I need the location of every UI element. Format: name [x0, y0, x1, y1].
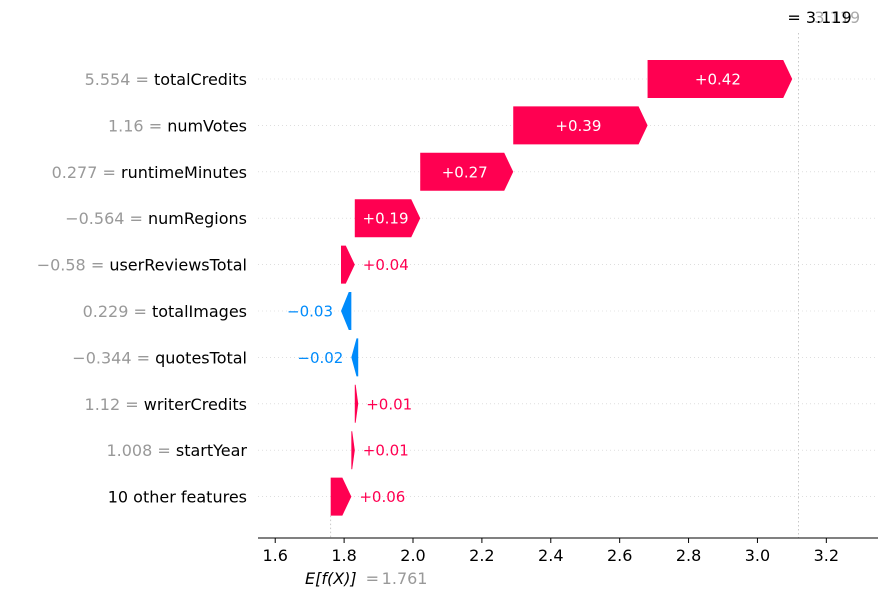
feature-label: 0.229 = totalImages: [83, 302, 247, 321]
feature-label: 1.008 = startYear: [106, 441, 247, 460]
feature-label: 1.12 = writerCredits: [85, 395, 247, 414]
x-tick-label: 1.6: [262, 546, 287, 565]
feature-label: −0.344 = quotesTotal: [72, 348, 247, 367]
shap-bar: [647, 60, 793, 98]
x-tick-label: 3.0: [745, 546, 770, 565]
feature-value: 1.12: [85, 395, 121, 414]
feature-value: −0.58: [37, 256, 86, 275]
feature-value: −0.564: [65, 209, 124, 228]
equals-sign: =: [144, 116, 168, 135]
x-tick-label: 2.6: [607, 546, 632, 565]
feature-name: totalImages: [152, 302, 247, 321]
equals-sign: =: [97, 163, 121, 182]
feature-name: startYear: [176, 441, 248, 460]
bar-value-label: +0.39: [555, 117, 601, 135]
shap-bar: [330, 477, 352, 516]
feature-label: 10 other features: [108, 488, 247, 507]
bar-value-label: +0.01: [366, 395, 412, 413]
feature-label: −0.58 = userReviewsTotal: [37, 256, 247, 275]
shap-bar: [513, 106, 648, 145]
output-value-label: = 3.119: [787, 8, 851, 27]
feature-label: 1.16 = numVotes: [108, 116, 247, 135]
bar-value-label: +0.42: [695, 71, 741, 89]
x-tick-label: 2.8: [676, 546, 701, 565]
feature-name: userReviewsTotal: [109, 256, 247, 275]
feature-value: 0.229: [83, 302, 129, 321]
feature-name: totalCredits: [154, 70, 247, 89]
feature-label: 5.554 = totalCredits: [85, 70, 247, 89]
base-value-equals: =: [366, 569, 379, 588]
bar-value-label: +0.04: [363, 256, 409, 274]
feature-label: 0.277 = runtimeMinutes: [52, 163, 247, 182]
x-tick-label: 2.2: [469, 546, 494, 565]
bar-value-label: +0.06: [359, 488, 405, 506]
bar-value-label: −0.02: [297, 349, 343, 367]
bar-value-label: −0.03: [287, 303, 333, 321]
bar-value-label: +0.01: [363, 442, 409, 460]
equals-sign: =: [130, 70, 154, 89]
x-tick-label: 2.4: [538, 546, 563, 565]
shap-bar: [351, 431, 355, 470]
equals-sign: =: [86, 256, 110, 275]
feature-value: 1.16: [108, 116, 144, 135]
output-value-ghost: 3.119: [814, 8, 860, 27]
base-value-number: 1.761: [382, 569, 428, 588]
shap-bar: [420, 152, 514, 191]
equals-sign: =: [124, 209, 148, 228]
shap-bar: [341, 245, 355, 284]
shap-bar: [354, 384, 359, 423]
x-tick-label: 3.2: [814, 546, 839, 565]
feature-name: writerCredits: [144, 395, 247, 414]
feature-name: 10 other features: [108, 488, 247, 507]
base-value-name: E[f(X)]: [305, 569, 357, 588]
shap-bar: [354, 199, 421, 238]
feature-name: numVotes: [167, 116, 247, 135]
feature-name: runtimeMinutes: [121, 163, 247, 182]
shap-bar: [351, 338, 359, 377]
feature-value: 0.277: [52, 163, 98, 182]
bar-value-label: +0.19: [363, 210, 409, 228]
feature-name: numRegions: [148, 209, 247, 228]
feature-label: −0.564 = numRegions: [65, 209, 247, 228]
equals-sign: =: [120, 395, 144, 414]
feature-name: quotesTotal: [155, 348, 247, 367]
equals-sign: =: [132, 348, 156, 367]
feature-value: −0.344: [72, 348, 131, 367]
x-tick-label: 1.8: [331, 546, 356, 565]
feature-value: 5.554: [85, 70, 131, 89]
feature-value: 1.008: [106, 441, 152, 460]
equals-sign: =: [152, 441, 176, 460]
bar-value-label: +0.27: [442, 163, 488, 181]
x-tick-label: 2.0: [400, 546, 425, 565]
equals-sign: =: [128, 302, 152, 321]
shap-bar: [341, 292, 352, 330]
